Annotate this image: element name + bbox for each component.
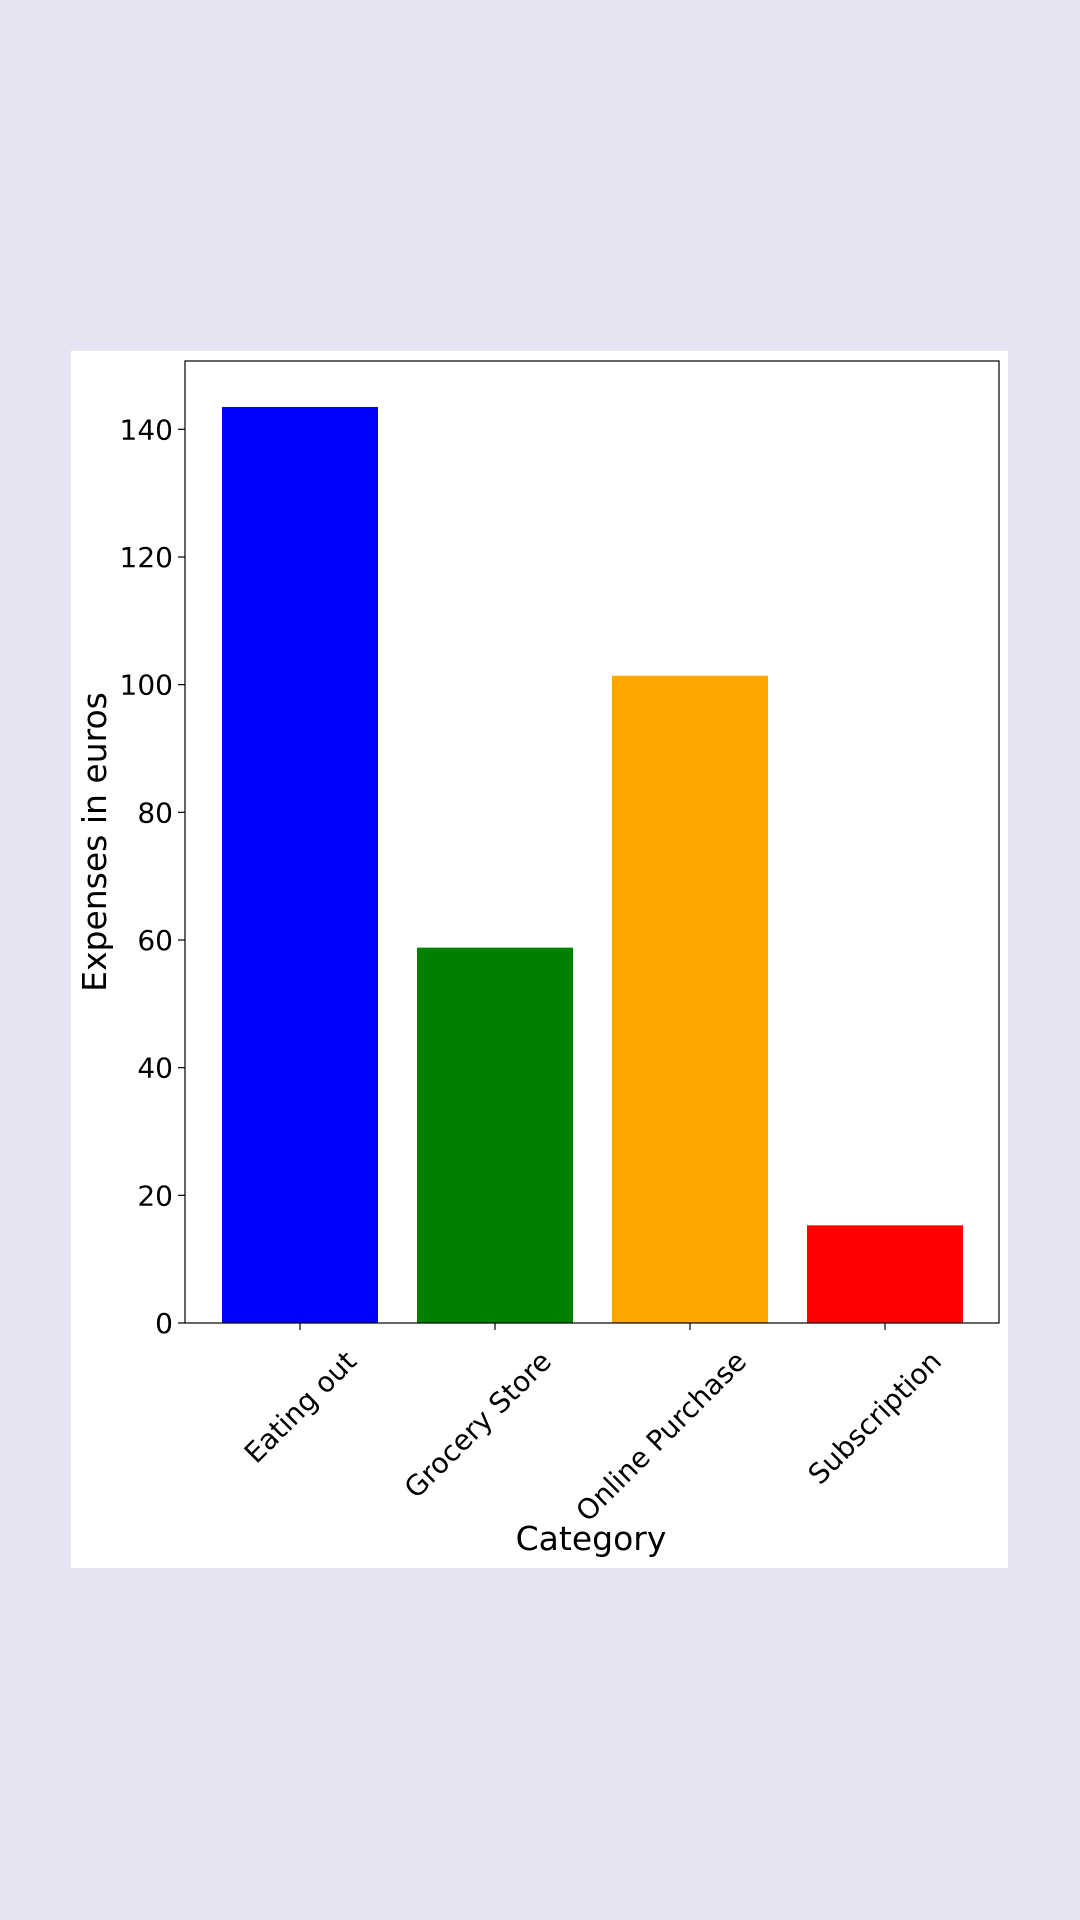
y-tick-label: 80	[137, 796, 173, 829]
x-tick-label: Grocery Store	[398, 1345, 558, 1505]
bar-grocery-store	[417, 947, 573, 1323]
x-tick-label: Online Purchase	[570, 1345, 753, 1528]
y-axis-label: Expenses in euros	[75, 692, 114, 992]
x-tick-label: Eating out	[238, 1345, 363, 1470]
y-tick-label: 120	[120, 541, 173, 574]
y-tick-label: 40	[137, 1052, 173, 1085]
x-tick-label: Subscription	[802, 1345, 948, 1491]
bars-layer	[222, 406, 963, 1323]
y-tick-label: 140	[120, 413, 173, 446]
bar-online-purchase	[612, 675, 768, 1323]
x-axis-label: Category	[516, 1519, 667, 1558]
y-tick-label: 20	[137, 1179, 173, 1212]
y-tick-label: 0	[155, 1307, 173, 1340]
bar-subscription	[807, 1225, 963, 1323]
y-tick-label: 60	[137, 924, 173, 957]
plot-frame	[184, 360, 1000, 1324]
bar-eating-out	[222, 406, 378, 1323]
y-tick-label: 100	[120, 669, 173, 702]
